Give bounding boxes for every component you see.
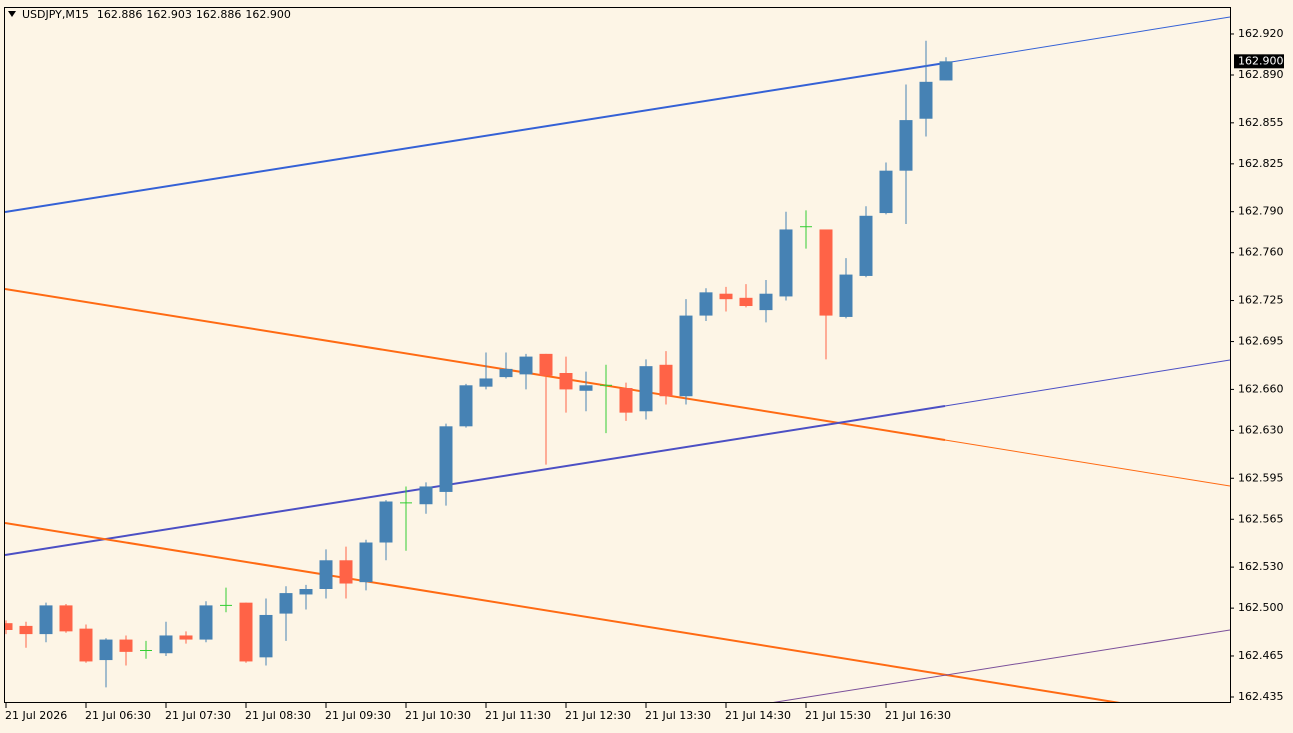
- trend-line: [5, 405, 946, 556]
- candle-body: [859, 215, 873, 276]
- y-tick-label: 162.695: [1238, 335, 1284, 348]
- candle-body: [319, 560, 333, 589]
- candle-body: [159, 635, 173, 654]
- candle-body: [19, 625, 33, 635]
- x-tick-label: 21 Jul 15:30: [805, 709, 871, 722]
- x-tick-label: 21 Jul 14:30: [725, 709, 791, 722]
- candle-body: [879, 170, 893, 214]
- trend-line: [944, 359, 1230, 407]
- candle-body: [179, 635, 193, 640]
- candle-body: [679, 315, 693, 397]
- candle-body: [379, 501, 393, 543]
- y-tick-label: 162.630: [1238, 423, 1284, 436]
- candle-body: [739, 297, 753, 307]
- x-tick-label: 21 Jul 06:30: [85, 709, 151, 722]
- x-tick-label: 21 Jul 11:30: [485, 709, 551, 722]
- trend-line: [5, 62, 946, 213]
- x-tick-label: 21 Jul 13:30: [645, 709, 711, 722]
- candle-body: [579, 385, 593, 391]
- y-tick-label: 162.595: [1238, 471, 1284, 484]
- candle-body: [119, 639, 133, 652]
- candle-body: [519, 356, 533, 375]
- plot-frame: [4, 7, 1231, 703]
- y-tick-label: 162.920: [1238, 27, 1284, 40]
- candle-body: [239, 602, 253, 662]
- candle-body: [299, 588, 313, 595]
- trend-line: [5, 522, 1121, 702]
- candle-body: [639, 366, 653, 412]
- last-price-label: 162.900: [1238, 54, 1284, 67]
- last-price-box: [1234, 54, 1284, 69]
- candle-body: [459, 385, 473, 427]
- candle-body: [279, 593, 293, 614]
- x-tick-label: 21 Jul 09:30: [325, 709, 391, 722]
- chart-header: USDJPY,M15 162.886 162.903 162.886 162.900: [22, 8, 291, 21]
- trend-line: [944, 16, 1230, 64]
- quote-value: 162.903: [146, 8, 192, 21]
- quote-value: 162.886: [196, 8, 242, 21]
- y-tick-label: 162.530: [1238, 560, 1284, 573]
- trend-line: [5, 288, 946, 441]
- y-tick-label: 162.465: [1238, 649, 1284, 662]
- candle-body: [79, 628, 93, 662]
- candle-body: [339, 560, 353, 584]
- y-tick-label: 162.855: [1238, 116, 1284, 129]
- candle-body: [59, 605, 73, 632]
- x-tick-label: 21 Jul 10:30: [405, 709, 471, 722]
- y-tick-label: 162.500: [1238, 601, 1284, 614]
- candle-body: [259, 614, 273, 658]
- trend-line: [944, 439, 1230, 487]
- candle-body: [539, 353, 553, 376]
- candle-body: [819, 229, 833, 316]
- y-tick-label: 162.825: [1238, 157, 1284, 170]
- candles: [5, 40, 953, 688]
- candle-body: [899, 120, 913, 171]
- candle-body: [99, 639, 113, 661]
- x-tick-label: 21 Jul 12:30: [565, 709, 631, 722]
- candle-body: [939, 61, 953, 81]
- symbol: USDJPY,M15: [22, 8, 89, 21]
- y-tick-label: 162.725: [1238, 294, 1284, 307]
- y-tick-label: 162.760: [1238, 246, 1284, 259]
- trend-line: [773, 629, 1230, 702]
- candle-body: [779, 229, 793, 297]
- candle-body: [699, 292, 713, 316]
- candle-body: [359, 542, 373, 583]
- quote-value: 162.900: [245, 8, 291, 21]
- candle-body: [5, 623, 13, 631]
- trend-lines: [5, 16, 1230, 702]
- candle-body: [659, 364, 673, 397]
- candle-body: [499, 368, 513, 378]
- candle-body: [199, 605, 213, 640]
- y-tick-label: 162.660: [1238, 382, 1284, 395]
- x-tick-label: 21 Jul 16:30: [885, 709, 951, 722]
- candle-body: [839, 274, 853, 317]
- y-tick-label: 162.435: [1238, 690, 1284, 703]
- candle-body: [559, 372, 573, 390]
- quote-value: 162.886: [97, 8, 143, 21]
- candle-body: [619, 388, 633, 413]
- candle-body: [439, 426, 453, 492]
- menu-arrow[interactable]: [8, 11, 16, 17]
- candle-body: [719, 293, 733, 300]
- x-tick-label: 21 Jul 2026: [5, 709, 67, 722]
- y-tick-label: 162.890: [1238, 68, 1284, 81]
- x-tick-label: 21 Jul 07:30: [165, 709, 231, 722]
- candle-body: [919, 81, 933, 119]
- candle-body: [39, 605, 53, 635]
- candle-body: [759, 293, 773, 311]
- y-tick-label: 162.790: [1238, 205, 1284, 218]
- candle-body: [419, 486, 433, 505]
- x-tick-label: 21 Jul 08:30: [245, 709, 311, 722]
- y-tick-label: 162.565: [1238, 512, 1284, 525]
- candle-body: [479, 378, 493, 387]
